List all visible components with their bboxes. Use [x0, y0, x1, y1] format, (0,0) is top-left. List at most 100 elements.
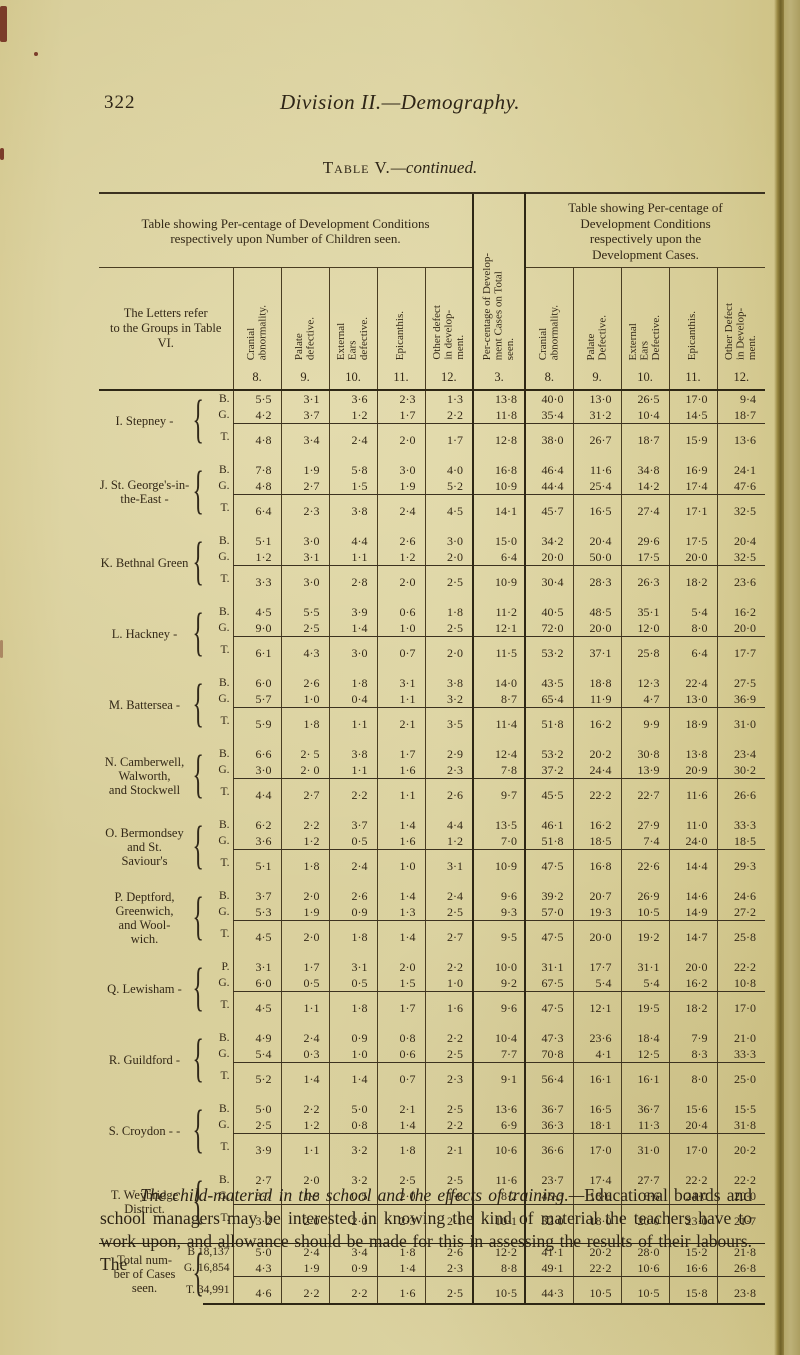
spacer-cell: [716, 1089, 765, 1101]
data-cell: 3·0: [424, 533, 473, 549]
data-cell: 4·6: [232, 1276, 281, 1305]
data-cell: 5·3: [232, 904, 281, 921]
group-spacer: [99, 450, 765, 462]
data-cell: 17·1: [668, 494, 717, 521]
row-letter: T.: [220, 501, 230, 514]
percentage-total-cell: 11·6: [472, 1172, 526, 1188]
group-name-label: K. Bethnal Green{: [100, 533, 204, 591]
percentage-total-cell: 9·3: [472, 904, 526, 921]
row-letter: B.: [218, 748, 230, 760]
data-cell: 11·9: [572, 691, 621, 708]
spacer-cell: [524, 1160, 573, 1172]
data-cell: 2·5: [424, 1101, 473, 1117]
data-cell: 31·8: [716, 1117, 765, 1134]
group-spacer: [99, 1160, 765, 1172]
spacer-cell: [376, 947, 425, 959]
data-cell: 23·0: [668, 1204, 717, 1231]
data-cell: 14·9: [668, 904, 717, 921]
spacer-cell: [668, 947, 717, 959]
col-number: 8.: [232, 367, 281, 391]
data-cell: 3·5: [424, 707, 473, 734]
data-cell: 3·7: [328, 817, 377, 833]
data-cell: 33·3: [716, 817, 765, 833]
data-cell: 5·2: [424, 478, 473, 495]
table-row: G. 5·4 0·3 1·0 0·6 2·5 7·7 70·8 4·1 12·5 8·3 33·3: [99, 1046, 765, 1063]
data-cell: 9·9: [620, 707, 669, 734]
group-brace: {: [192, 817, 204, 875]
data-cell: 26·3: [620, 565, 669, 592]
row-letter: B.: [218, 677, 230, 689]
spacer-cell: [328, 1018, 377, 1030]
spacer-cell: [524, 450, 573, 462]
data-cell: 2·4: [328, 423, 377, 450]
data-cell: 35·4: [524, 407, 573, 424]
percentage-total-cell: 12·8: [472, 423, 526, 450]
data-cell: 6·4: [232, 494, 281, 521]
spacer-cell: [280, 876, 329, 888]
spacer-cell: [280, 1018, 329, 1030]
data-cell: 2·6: [376, 533, 425, 549]
table-body: I. Stepney -{B. 5·5 3·1 3·6 2·3 1·3 13·8 40·0 13…: [99, 390, 765, 1305]
data-cell: 34·8: [620, 462, 669, 478]
data-cell: 29·3: [716, 849, 765, 876]
spacer-cell: [376, 805, 425, 817]
data-cell: 1·4: [376, 817, 425, 833]
data-cell: 2· 5: [280, 746, 329, 762]
data-cell: 2·6: [328, 888, 377, 904]
group-name: S. Croydon - -{: [99, 1101, 204, 1160]
data-cell: 23·4: [716, 746, 765, 762]
data-cell: 23·6: [716, 565, 765, 592]
data-cell: 5·0: [328, 1101, 377, 1117]
spacer-cell: [668, 876, 717, 888]
data-cell: 23·8: [716, 1276, 765, 1305]
data-cell: 4·9: [232, 1030, 281, 1046]
row-letter: G.: [218, 1048, 230, 1061]
data-cell: 0·9: [328, 1030, 377, 1046]
col-number: 9.: [572, 367, 621, 391]
data-cell: 5·4: [668, 604, 717, 620]
data-cell: 2·3: [376, 390, 425, 407]
data-cell: 26·8: [716, 1260, 765, 1277]
percentage-total-cell: 12·4: [472, 746, 526, 762]
row-letter: G.: [218, 1119, 230, 1132]
data-cell: 9·0: [232, 620, 281, 637]
col-label-left-2: Palate defective.: [280, 267, 329, 367]
data-cell: 0·5: [280, 975, 329, 992]
data-cell: 22·4: [668, 675, 717, 691]
spacer-cell: [472, 947, 526, 959]
data-cell: 1·9: [280, 1260, 329, 1277]
data-cell: 2·2: [424, 1030, 473, 1046]
spacer-cell: [99, 663, 233, 675]
data-cell: 13·0: [572, 390, 621, 407]
group-brace: {: [192, 1101, 204, 1159]
spacer-cell: [620, 1089, 669, 1101]
table-row: G. 3·0 2· 0 1·1 1·6 2·3 7·8 37·2 24·4 13·9 20·9 30·…: [99, 762, 765, 779]
data-cell: 4·7: [620, 691, 669, 708]
data-cell: 1·7: [280, 959, 329, 975]
spacer-cell: [572, 450, 621, 462]
data-cell: 27·5: [716, 675, 765, 691]
table-row: T. 6·4 2·3 3·8 2·4 4·5 14·1 45·7 16·5 27·4 17·1 32·…: [99, 494, 765, 521]
percentage-total-cell: 10·9: [472, 565, 526, 592]
spacer-cell: [472, 734, 526, 746]
table-row: G. 2·5 1·2 0·8 1·4 2·2 6·9 36·3 18·1 11·3 20·4 31·8: [99, 1117, 765, 1134]
data-cell: 5·5: [232, 390, 281, 407]
data-cell: 6·4: [668, 636, 717, 663]
percentage-total-cell: 15·0: [472, 533, 526, 549]
data-cell: 36·7: [620, 1101, 669, 1117]
data-cell: 10·4: [620, 407, 669, 424]
spacer-cell: [328, 734, 377, 746]
data-cell: 27·9: [620, 817, 669, 833]
data-cell: 3·0: [280, 565, 329, 592]
percentage-total-cell: 11·8: [472, 407, 526, 424]
data-cell: 20·0: [668, 549, 717, 566]
group-name-label: T. Weybridge District.{: [110, 1172, 204, 1230]
data-cell: 1·0: [376, 620, 425, 637]
data-cell: 49·1: [524, 1260, 573, 1277]
data-cell: 4·0: [424, 462, 473, 478]
page-edge: [784, 0, 800, 1355]
spacer-cell: [572, 876, 621, 888]
data-cell: 5·4: [572, 975, 621, 992]
data-cell: 1·1: [376, 691, 425, 708]
